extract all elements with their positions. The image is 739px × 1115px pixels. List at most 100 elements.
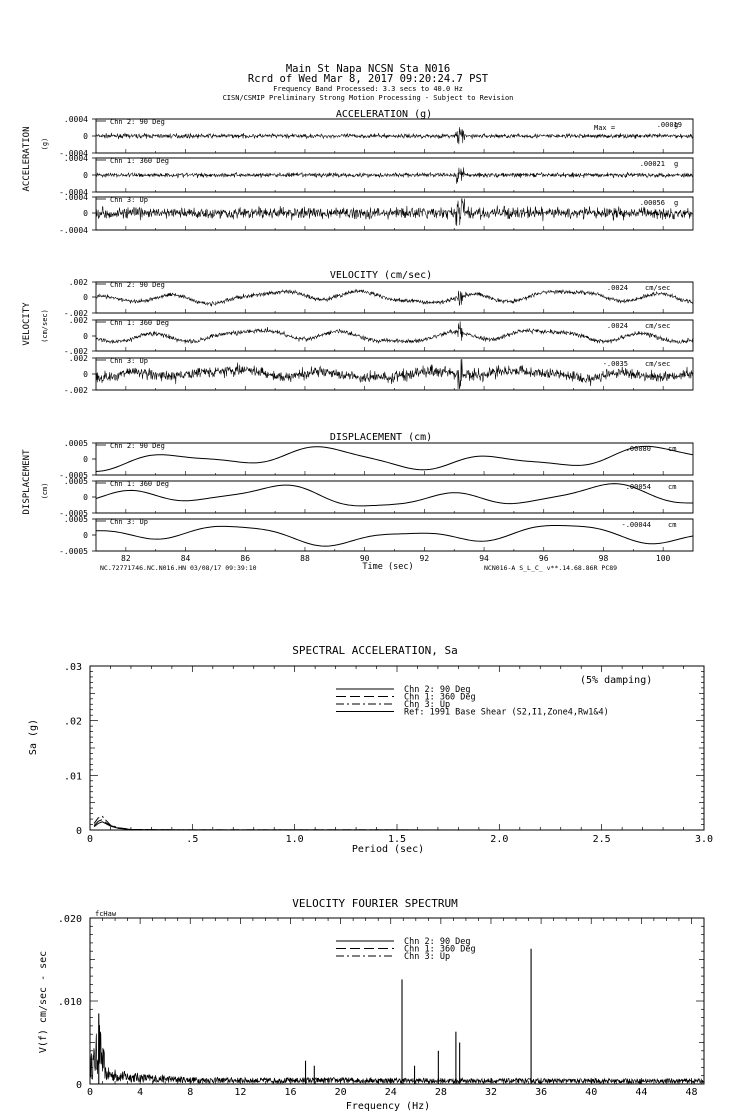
spectral-acceleration-chart: SPECTRAL ACCELERATION, Sa Sa (g) Period …: [28, 644, 713, 855]
time-axis: 82 84 86 88 90 92 94 96 98 100: [121, 554, 671, 563]
velocity-waveform: [95, 321, 694, 345]
velocity-peak-value: .0024: [607, 284, 628, 292]
displacement-y-tick-label: .0005: [64, 515, 88, 524]
time-axis-title: Time (sec): [362, 562, 413, 572]
sa-legend-label: Chn 1: 360 Deg: [404, 693, 476, 703]
displacement-y-tick-label: -.0005: [59, 547, 88, 556]
acceleration-max-label: Max =: [594, 124, 615, 132]
acceleration-peak-unit: g: [674, 199, 678, 207]
sa-x-tick-label: 2.5: [593, 834, 611, 845]
displacement-y-tick-label: 0: [83, 493, 88, 502]
sa-y-tick-label: .01: [64, 771, 82, 782]
velocity-channel-label: Chn 1: 360 Deg: [110, 319, 169, 327]
header-disclaimer: CISN/CSMIP Preliminary Strong Motion Pro…: [223, 94, 514, 102]
velocity-section: VELOCITY (cm/sec) VELOCITY (cm/sec) .002…: [22, 270, 694, 395]
velocity-peak-value: -.0035: [603, 360, 628, 368]
sa-title: SPECTRAL ACCELERATION, Sa: [292, 644, 458, 657]
fourier-title: VELOCITY FOURIER SPECTRUM: [292, 897, 458, 910]
fourier-series-line: [90, 1019, 704, 1085]
acceleration-side-label: ACCELERATION: [22, 126, 32, 191]
acceleration-section: ACCELERATION (g) ACCELERATION (g) Max = …: [22, 109, 694, 235]
acceleration-y-tick-label: -.0004: [59, 188, 88, 197]
fourier-x-tick-label: 32: [485, 1087, 497, 1098]
fourier-x-tick-label: 0: [87, 1087, 93, 1098]
acceleration-peak-value: .00021: [640, 160, 665, 168]
displacement-panel-frame: [95, 442, 694, 476]
velocity-unit-label: (cm/sec): [41, 309, 49, 343]
footer-record-id: NC.72771746.NC.N016.HN 03/08/17 09:39:10: [100, 564, 257, 572]
velocity-y-tick-label: -.002: [64, 347, 88, 356]
acceleration-panel-frame: [95, 196, 694, 231]
acceleration-peak-unit: g: [674, 160, 678, 168]
velocity-peak-value: .0024: [607, 322, 628, 330]
fourier-spectrum-chart: VELOCITY FOURIER SPECTRUM fcHaw V(f) cm/…: [38, 897, 705, 1112]
fourier-x-tick-label: 4: [137, 1087, 143, 1098]
time-tick-label: 82: [121, 554, 131, 563]
displacement-peak-value: .00054: [626, 483, 651, 491]
acceleration-y-tick-label: -.0004: [59, 226, 88, 235]
fourier-x-tick-label: 28: [435, 1087, 447, 1098]
fourier-axes: 0 4 8 12 16 20 24 28 32 36 40 44 480.010.020: [58, 914, 705, 1098]
fourier-x-tick-label: 24: [385, 1087, 397, 1098]
time-tick-label: 86: [240, 554, 250, 563]
header-record: Rcrd of Wed Mar 8, 2017 09:20:24.7 PST: [248, 73, 489, 85]
acceleration-y-tick-label: 0: [83, 132, 88, 141]
acceleration-y-tick-label: 0: [83, 209, 88, 218]
acceleration-panel-frame: [95, 157, 694, 193]
displacement-y-tick-label: 0: [83, 455, 88, 464]
velocity-y-tick-label: .002: [69, 316, 88, 325]
displacement-peak-value: .00080: [626, 445, 651, 453]
sa-y-axis-title: Sa (g): [28, 719, 39, 755]
displacement-y-tick-label: .0005: [64, 477, 88, 486]
fourier-x-tick-label: 16: [284, 1087, 296, 1098]
displacement-y-tick-label: -.0005: [59, 471, 88, 480]
fourier-x-tick-label: 36: [535, 1087, 547, 1098]
fourier-y-axis-title: V(f) cm/sec - sec: [38, 951, 49, 1053]
displacement-channel-label: Chn 1: 360 Deg: [110, 480, 169, 488]
velocity-peak-unit: cm/sec: [645, 360, 670, 368]
sa-series-line: [93, 819, 705, 831]
sa-series: [93, 815, 705, 831]
displacement-peak-unit: cm: [668, 445, 676, 453]
displacement-channel-label: Chn 3: Up: [110, 518, 148, 526]
acceleration-channel-label: Chn 3: Up: [110, 196, 148, 204]
velocity-traces: .002 0 -.002 Chn 2: 90 Deg .0024 cm/sec .002 0 -…: [64, 278, 694, 395]
sa-legend-label: Ref: 1991 Base Shear (S2,I1,Zone4,Rw1&4): [404, 708, 609, 718]
velocity-y-tick-label: .002: [69, 354, 88, 363]
fourier-x-tick-label: 20: [335, 1087, 347, 1098]
displacement-peak-value: -.00044: [621, 521, 651, 529]
velocity-channel-label: Chn 3: Up: [110, 357, 148, 365]
sa-series-line: [93, 821, 705, 831]
acceleration-y-tick-label: .0004: [64, 193, 88, 202]
displacement-title: DISPLACEMENT (cm): [330, 432, 432, 443]
header-station: Main St Napa NCSN Sta N016: [286, 63, 450, 75]
time-tick-label: 98: [599, 554, 609, 563]
displacement-traces: .0005 0 -.0005 Chn 2: 90 Deg .00080 cm .0005 0 -…: [59, 439, 694, 556]
fourier-legend-label: Chn 2: 90 Deg: [404, 937, 471, 947]
sa-legend-label: Chn 3: Up: [404, 700, 450, 710]
displacement-waveform: [95, 445, 694, 472]
velocity-panel-frame: [95, 319, 694, 352]
sa-plot-frame: [89, 665, 705, 831]
sa-y-tick-label: .02: [64, 717, 82, 728]
fourier-x-axis-title: Frequency (Hz): [346, 1101, 430, 1112]
displacement-panel-frame: [95, 518, 694, 552]
displacement-unit-label: (cm): [41, 483, 49, 500]
acceleration-peak-value: .00056: [640, 199, 665, 207]
footer-processing-id: NCN016-A S_L_C_ v**.14.68.86R PC89: [484, 564, 617, 572]
header-band: Frequency Band Processed: 3.3 secs to 40…: [273, 85, 463, 93]
velocity-peak-unit: cm/sec: [645, 284, 670, 292]
acceleration-y-tick-label: .0004: [64, 154, 88, 163]
acceleration-waveform: [95, 167, 694, 184]
sa-x-tick-label: 0: [87, 834, 93, 845]
displacement-panel-frame: [95, 480, 694, 514]
displacement-peak-unit: cm: [668, 521, 676, 529]
sa-x-axis-title: Period (sec): [352, 844, 424, 855]
fourier-legend-label: Chn 3: Up: [404, 952, 450, 962]
velocity-title: VELOCITY (cm/sec): [330, 270, 432, 281]
fourier-x-tick-label: 40: [585, 1087, 597, 1098]
